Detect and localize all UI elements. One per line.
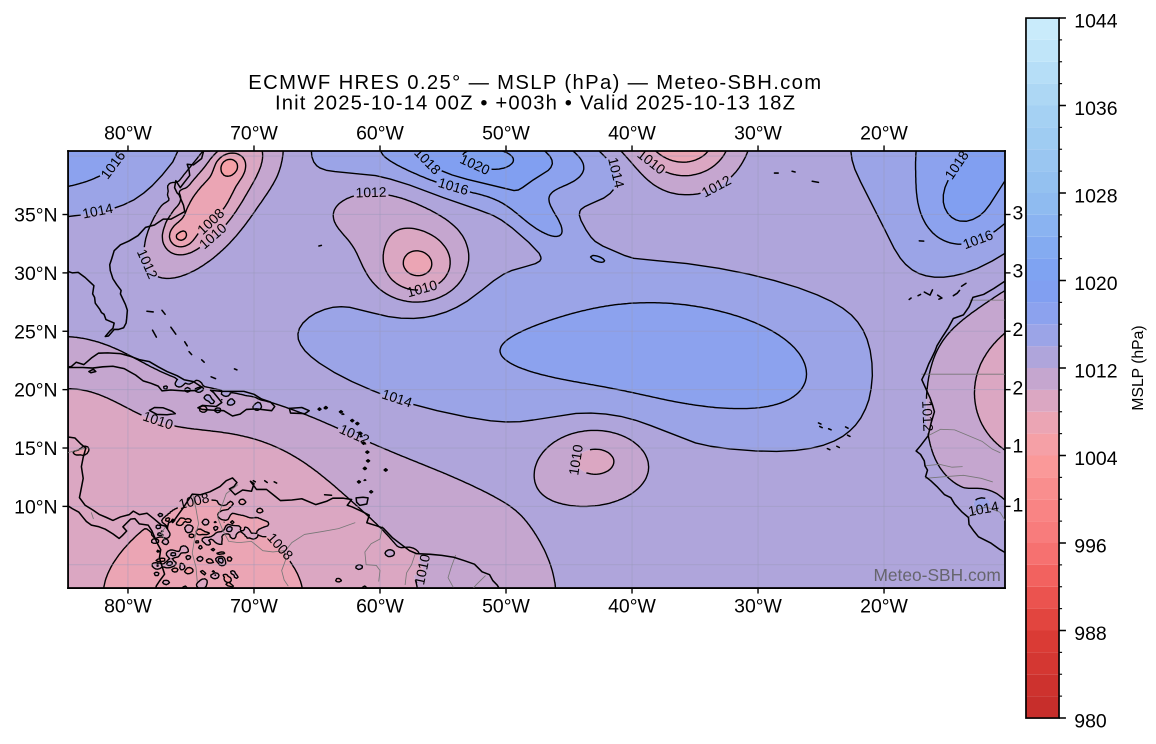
svg-text:1: 1 <box>1013 494 1024 516</box>
svg-text:Init 2025-10-14 00Z • +003h •: Init 2025-10-14 00Z • +003h • Valid 2025… <box>275 92 795 114</box>
svg-text:988: 988 <box>1074 623 1106 645</box>
svg-text:60°W: 60°W <box>356 123 404 145</box>
svg-text:80°W: 80°W <box>104 123 152 145</box>
svg-text:2: 2 <box>1013 378 1024 400</box>
svg-text:10°N: 10°N <box>14 496 57 518</box>
svg-text:25°N: 25°N <box>14 321 57 343</box>
svg-text:50°W: 50°W <box>482 596 530 618</box>
svg-text:3: 3 <box>1013 261 1024 283</box>
svg-text:980: 980 <box>1074 711 1107 733</box>
svg-text:20°W: 20°W <box>860 596 908 618</box>
svg-text:30°W: 30°W <box>734 123 782 145</box>
svg-text:40°W: 40°W <box>608 596 656 618</box>
svg-text:35°N: 35°N <box>14 205 57 227</box>
svg-text:20°W: 20°W <box>860 123 908 145</box>
svg-text:70°W: 70°W <box>230 123 278 145</box>
svg-text:1020: 1020 <box>1074 273 1117 295</box>
svg-text:1012: 1012 <box>1074 361 1117 383</box>
svg-text:20°N: 20°N <box>14 380 57 402</box>
svg-text:3: 3 <box>1013 203 1024 225</box>
svg-text:1044: 1044 <box>1074 11 1117 33</box>
svg-text:ECMWF HRES 0.25° — MSLP (hPa): ECMWF HRES 0.25° — MSLP (hPa) — Meteo-SB… <box>248 72 821 94</box>
svg-text:1014: 1014 <box>967 498 1001 519</box>
svg-text:Meteo-SBH.com: Meteo-SBH.com <box>873 565 1000 585</box>
svg-text:1012: 1012 <box>919 400 936 432</box>
svg-text:50°W: 50°W <box>482 123 530 145</box>
svg-text:30°N: 30°N <box>14 263 57 285</box>
svg-text:60°W: 60°W <box>356 596 404 618</box>
svg-text:1010: 1010 <box>565 443 586 476</box>
svg-text:1008: 1008 <box>177 489 211 512</box>
svg-text:1036: 1036 <box>1074 98 1117 120</box>
svg-text:1014: 1014 <box>81 200 115 222</box>
svg-text:1012: 1012 <box>355 184 387 201</box>
svg-text:80°W: 80°W <box>104 596 152 618</box>
svg-text:1: 1 <box>1013 436 1024 458</box>
svg-text:2: 2 <box>1013 319 1024 341</box>
svg-text:1028: 1028 <box>1074 186 1117 208</box>
svg-text:1004: 1004 <box>1074 448 1117 470</box>
svg-text:996: 996 <box>1074 536 1106 558</box>
svg-text:15°N: 15°N <box>14 438 57 460</box>
svg-text:70°W: 70°W <box>230 596 278 618</box>
svg-text:1014: 1014 <box>605 156 628 190</box>
svg-text:MSLP (hPa): MSLP (hPa) <box>1130 325 1147 410</box>
svg-text:30°W: 30°W <box>734 596 782 618</box>
svg-text:40°W: 40°W <box>608 123 656 145</box>
svg-text:1010: 1010 <box>411 552 433 586</box>
